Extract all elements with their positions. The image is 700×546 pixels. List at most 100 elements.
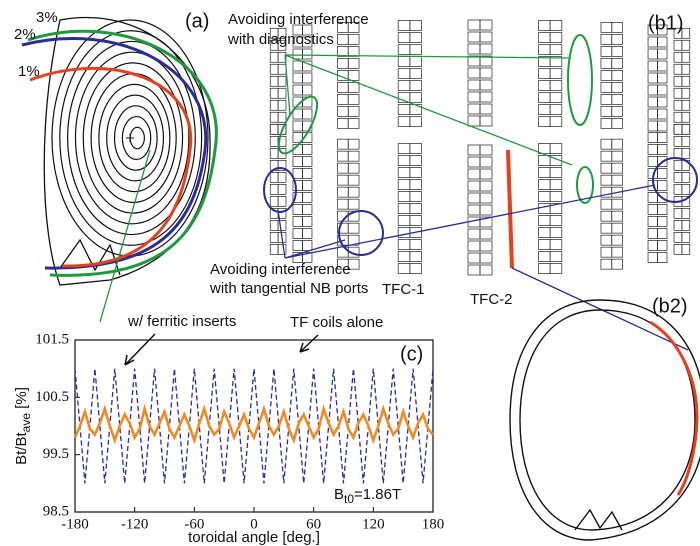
coil-cell [398,57,410,67]
coil-cell [348,34,359,44]
coil-cell [337,151,348,161]
coil-cell [480,92,492,102]
coil-cell [480,253,492,263]
coil-cell [348,46,359,56]
coil-cell [480,157,492,167]
coil-cell [601,139,612,149]
coil-cell [601,106,612,116]
coil-cell [648,61,658,71]
coil-cell [480,32,492,42]
y-label-rest: [%] [13,387,30,413]
coil-cell [398,167,410,177]
coil-cell [550,227,562,237]
coil-cell [270,184,278,194]
coil-cell [674,64,682,74]
coil-cell [674,124,682,134]
coil-cell [682,124,690,134]
coil-cell [278,88,286,98]
coil-cell [302,169,312,179]
coil-cell [601,58,612,68]
coil-cell [658,169,668,179]
coil-cell [658,253,668,263]
outer-wall [510,300,700,540]
tfc2-highlight [508,150,512,268]
coil-cell [468,181,480,191]
coil-cell [468,229,480,239]
coil-cell [302,217,312,227]
coil-cell [658,241,668,251]
coil-cell [550,33,562,43]
coil-cell [550,191,562,201]
flux-surface [107,95,164,181]
arrow [300,335,318,352]
coil-cell [601,163,612,173]
coil-cell [410,81,422,91]
coil-cell [270,196,278,206]
tfc2-profile [650,322,697,495]
series-annotation: TF coils alone [290,314,383,331]
coil-cell [674,160,682,170]
coil-cell [398,143,410,153]
coil-cell [410,203,422,213]
coil-cell [337,118,348,128]
coil-cell [648,73,658,83]
coil-cell [270,100,278,110]
coil-cell [538,105,550,115]
coil-cell [410,263,422,273]
coil-cell [398,215,410,225]
panel-label: (c) [400,343,423,365]
coil-cell [398,179,410,189]
coil-cell [410,239,422,249]
coil-cell [550,69,562,79]
coil-cell [538,21,550,31]
coil-cell [601,235,612,245]
coil-cell [648,37,658,47]
coil-cell [348,187,359,197]
coil-cell [480,80,492,90]
coil-cell [612,106,623,116]
coil-cell [468,104,480,114]
coil-cell [468,20,480,30]
coil-cell [601,46,612,56]
arrow [278,185,655,258]
level-label: 3% [36,9,58,26]
coil-cell [601,223,612,233]
coil-cell [601,199,612,209]
coil-cell [612,34,623,44]
coil-cell [658,229,668,239]
coil-cell [468,193,480,203]
coil-cell [302,241,312,251]
coil-cell [410,117,422,127]
x-tick-label: 180 [422,516,445,532]
coil-cell [270,88,278,98]
coil-cell [302,181,312,191]
coil-cell [398,69,410,79]
coil-cell [674,208,682,218]
coil-cell [612,118,623,128]
coil-cell [468,265,480,275]
coil-cell [398,21,410,31]
coil-cell [468,145,480,155]
note: with diagnostics [227,31,334,48]
y-tick-label: 99.5 [43,446,69,462]
coil-cell [658,109,668,119]
coil-cell [270,172,278,182]
coil-cell [612,58,623,68]
inner-wall [520,310,695,530]
coil-cell [550,45,562,55]
coil-cell [278,196,286,206]
coil-cell [674,52,682,62]
coil-cell [550,81,562,91]
coil-cell [612,46,623,56]
coil-cell [302,85,312,95]
coil-cell [658,61,668,71]
coil-cell [682,220,690,230]
series-annotation: w/ ferritic inserts [127,313,236,330]
coil-cell [550,179,562,189]
coil-cell [398,203,410,213]
panel-label: (a) [185,10,209,32]
coil-cell [278,64,286,74]
coil-cell [480,44,492,54]
coil-cell [337,34,348,44]
coil-cell [410,215,422,225]
